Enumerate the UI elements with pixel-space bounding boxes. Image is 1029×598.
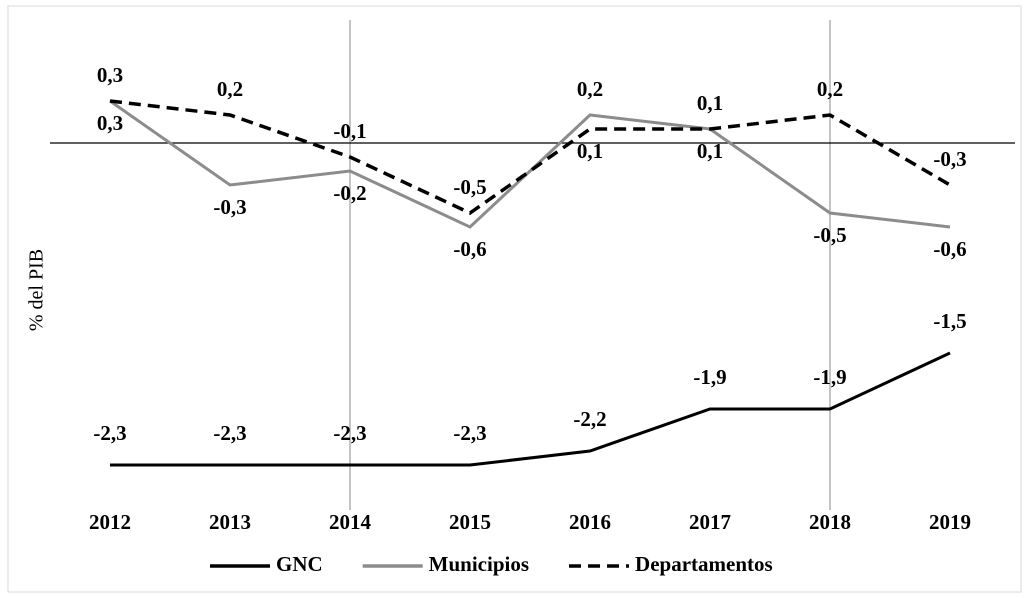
data-label: 0,3 <box>97 111 123 135</box>
series-line <box>109 99 951 216</box>
series-line <box>109 99 951 229</box>
data-label: -1,9 <box>813 365 846 389</box>
data-label: 0,2 <box>217 77 243 101</box>
x-tick-label: 2016 <box>569 510 611 534</box>
data-label: 0,1 <box>577 139 603 163</box>
data-label: -2,3 <box>453 421 486 445</box>
x-tick-label: 2014 <box>329 510 372 534</box>
x-tick-label: 2013 <box>209 510 251 534</box>
data-label: 0,1 <box>697 91 723 115</box>
data-label: -0,1 <box>333 119 366 143</box>
data-label: -0,2 <box>333 181 366 205</box>
x-tick-label: 2018 <box>809 510 851 534</box>
data-label: -2,2 <box>573 407 606 431</box>
series-line <box>110 351 951 467</box>
x-tick-label: 2012 <box>89 510 131 534</box>
data-label: -0,6 <box>453 237 486 261</box>
data-label: -0,3 <box>213 195 246 219</box>
y-axis-label: % del PIB <box>26 249 48 331</box>
data-label: -0,5 <box>453 175 486 199</box>
data-label: 0,2 <box>577 77 603 101</box>
data-label: -2,3 <box>333 421 366 445</box>
data-label: -0,5 <box>813 223 846 247</box>
legend-label: GNC <box>276 552 323 576</box>
data-label: 0,1 <box>697 139 723 163</box>
x-tick-label: 2017 <box>689 510 731 534</box>
data-label: -2,3 <box>93 421 126 445</box>
data-label: -1,9 <box>693 365 726 389</box>
data-label: -0,3 <box>933 147 966 171</box>
x-tick-label: 2019 <box>929 510 971 534</box>
data-label: -0,6 <box>933 237 966 261</box>
data-label: 0,3 <box>97 63 123 87</box>
data-label: -1,5 <box>933 309 966 333</box>
chart-frame <box>7 5 1022 593</box>
data-label: 0,2 <box>817 77 843 101</box>
legend-label: Municipios <box>429 552 529 576</box>
data-label: -2,3 <box>213 421 246 445</box>
x-tick-label: 2015 <box>449 510 491 534</box>
legend-label: Departamentos <box>635 552 773 576</box>
